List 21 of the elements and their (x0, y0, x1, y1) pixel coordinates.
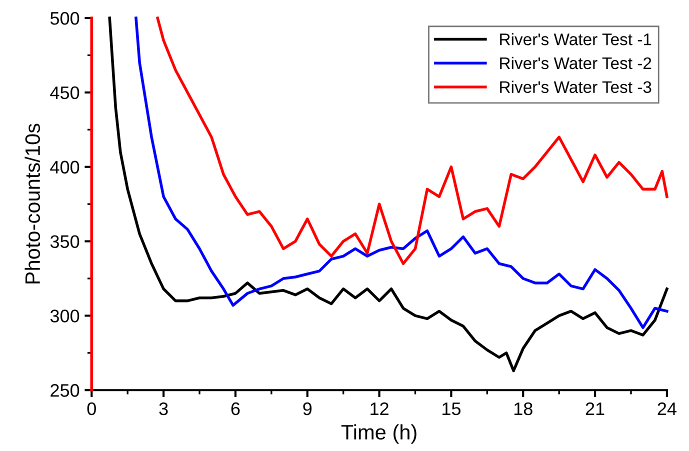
x-tick-label: 6 (231, 402, 240, 416)
x-tick-label: 12 (370, 402, 388, 416)
x-axis-title: Time (h) (341, 424, 416, 444)
x-tick-label: 21 (586, 402, 604, 416)
x-tick-label: 24 (658, 402, 676, 416)
y-tick-label: 450 (50, 86, 80, 100)
legend-label: River's Water Test -1 (500, 33, 652, 46)
y-axis-title: Photo-counts/10s (24, 124, 40, 284)
legend-label: River's Water Test -3 (500, 80, 652, 94)
line-series (134, 16, 668, 329)
x-tick-label: 9 (303, 402, 312, 416)
y-tick-label: 500 (50, 12, 80, 25)
x-tick-label: 15 (442, 402, 460, 416)
x-tick-label: 0 (87, 402, 96, 416)
y-tick-label: 350 (50, 235, 80, 248)
legend-label: River's Water Test -2 (500, 56, 652, 70)
y-tick-label: 250 (50, 384, 80, 397)
x-tick-label: 3 (159, 402, 168, 416)
y-tick-label: 300 (50, 310, 80, 322)
y-tick-label: 400 (50, 160, 80, 174)
x-tick-label: 18 (514, 402, 532, 416)
